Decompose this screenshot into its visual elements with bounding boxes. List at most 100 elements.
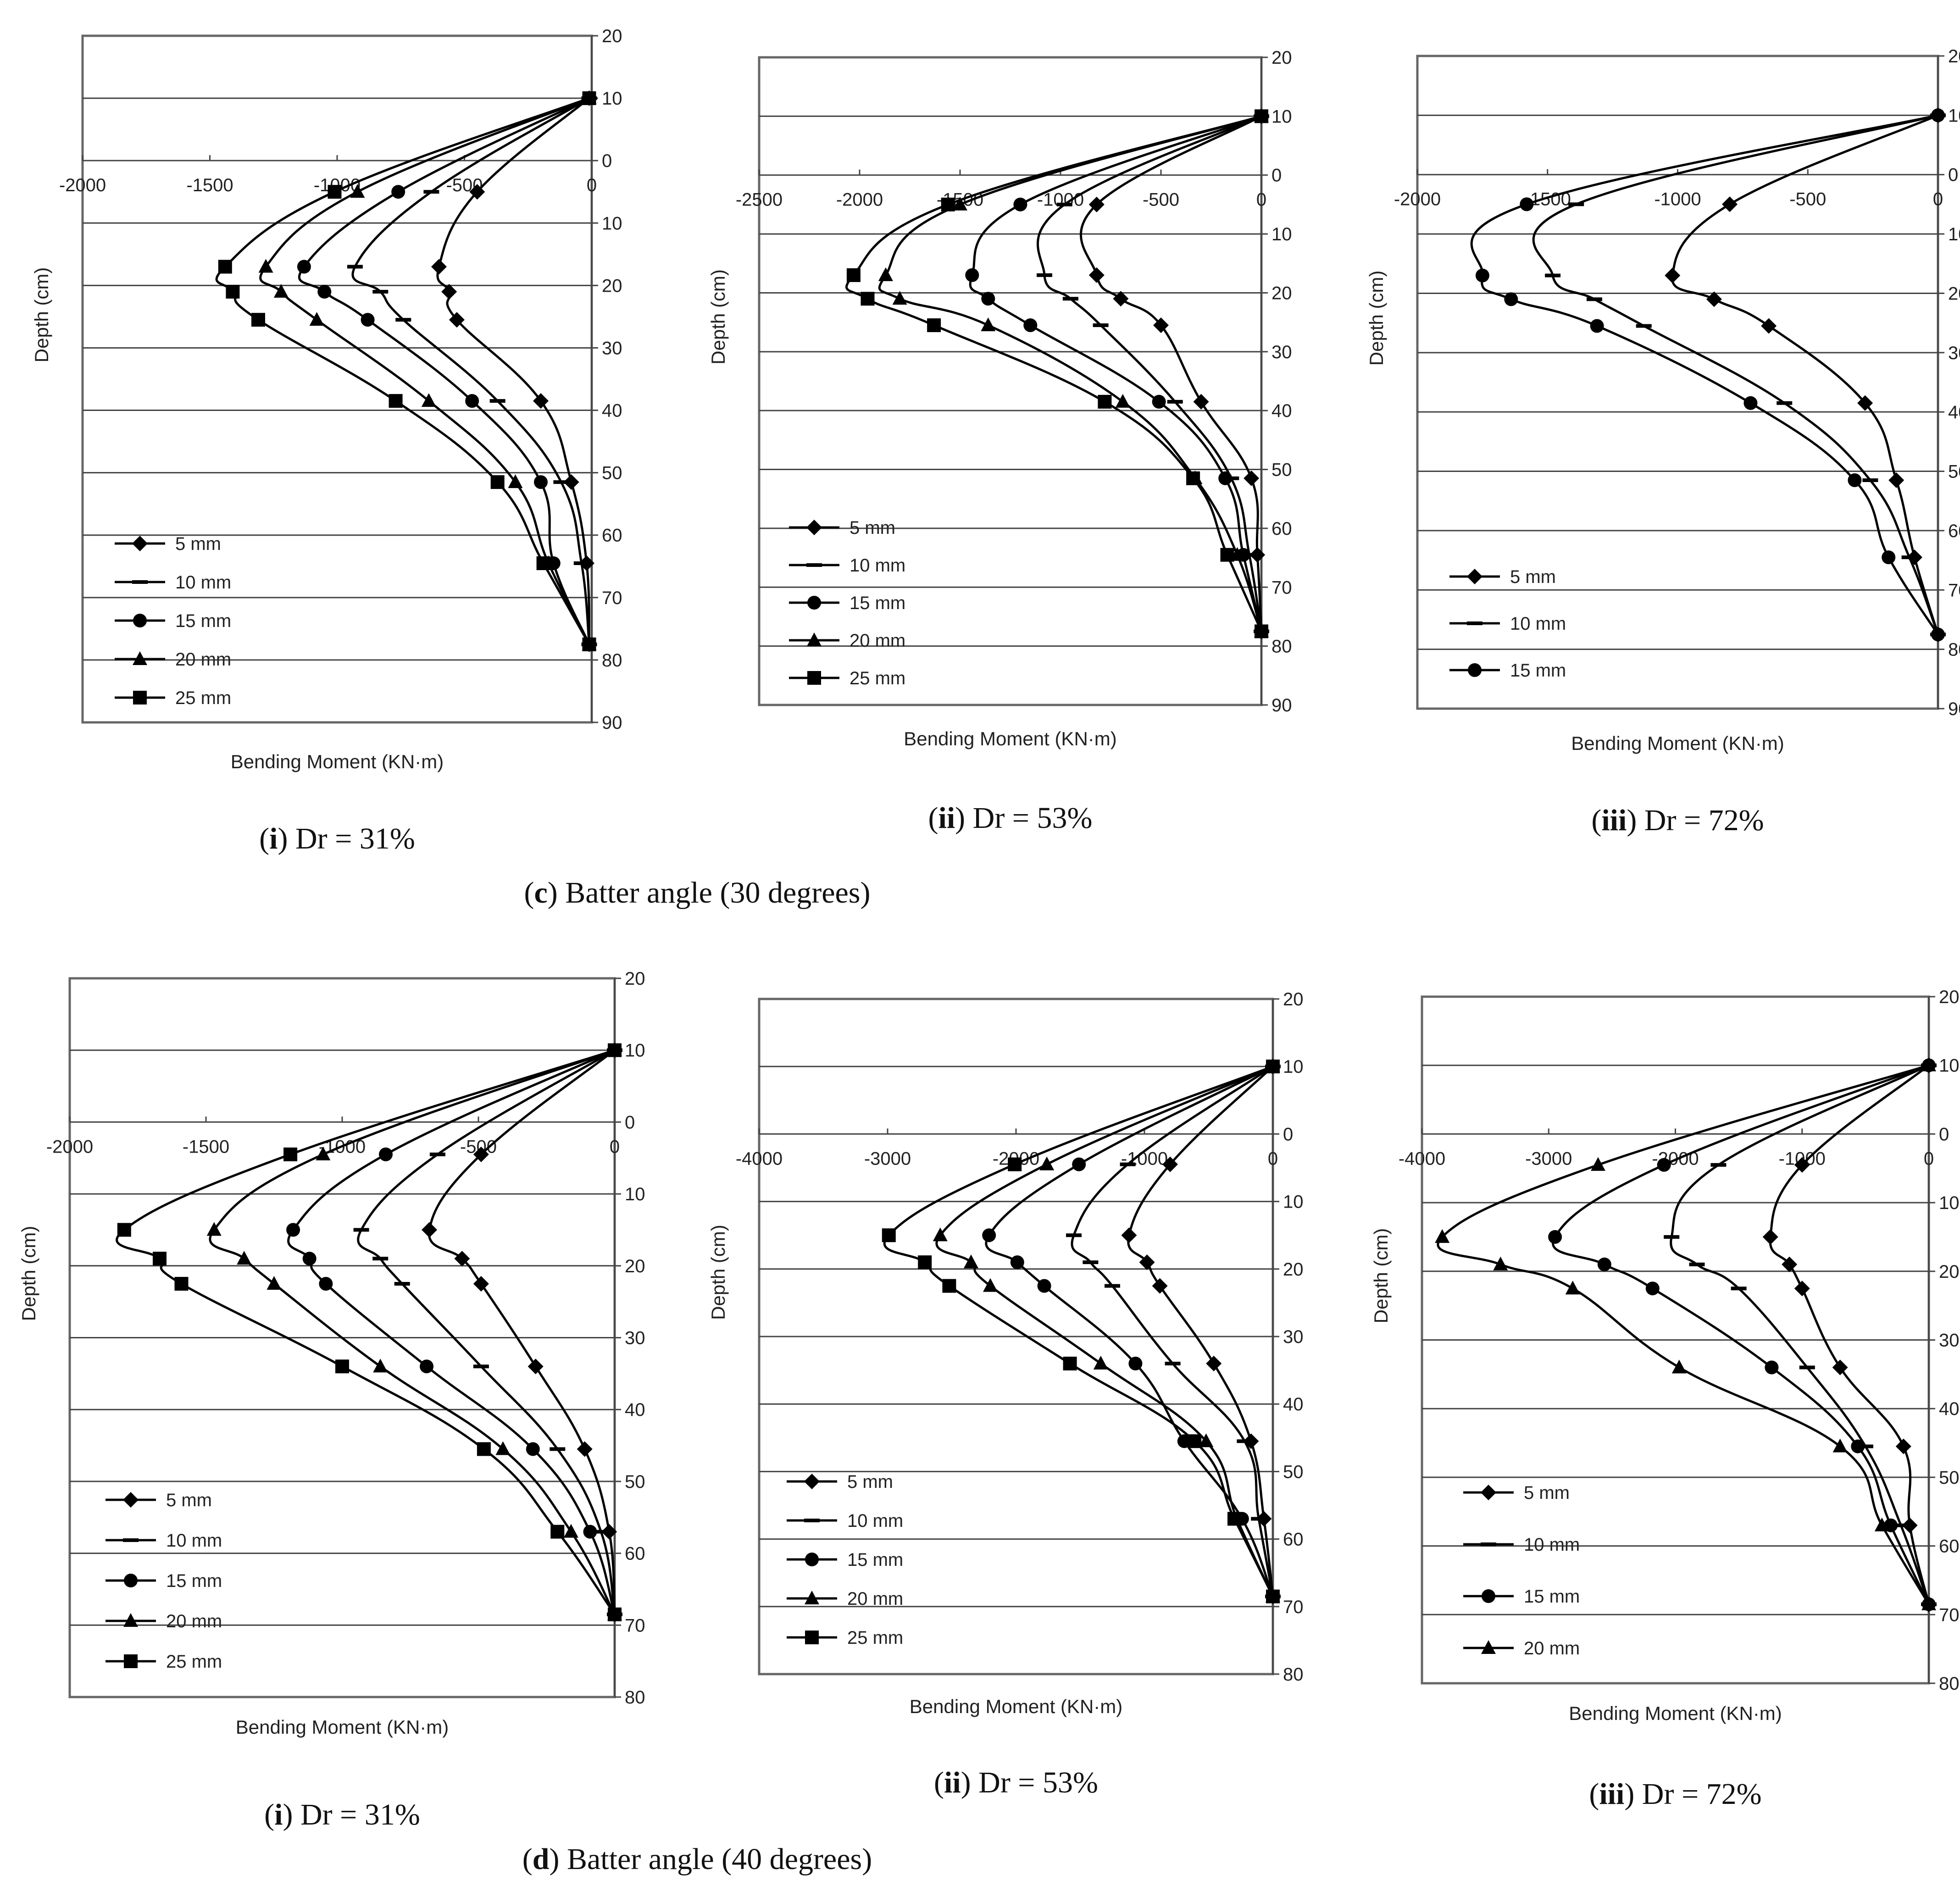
y-tick-label: 10 [1948, 224, 1960, 244]
x-tick-label: 0 [1933, 189, 1943, 210]
circle-marker [1851, 1439, 1865, 1453]
square-marker [550, 1525, 565, 1539]
legend-triangle-marker [123, 1613, 138, 1627]
y-tick-label: 60 [1272, 519, 1292, 539]
x-tick-label: 0 [587, 175, 597, 195]
legend-label: 15 mm [1510, 660, 1566, 681]
square-marker [117, 1223, 131, 1237]
legend-circle-marker [805, 1553, 819, 1566]
dash-marker [1777, 401, 1793, 405]
square-marker [1220, 548, 1234, 562]
dash-marker [1862, 478, 1878, 482]
y-tick-label: 50 [1948, 462, 1960, 482]
diamond-marker [449, 312, 465, 328]
square-marker [882, 1228, 896, 1243]
legend-diamond-marker [123, 1492, 139, 1508]
dash-marker [1037, 273, 1052, 277]
diamond-marker [1857, 395, 1873, 411]
triangle-marker [273, 284, 289, 298]
circle-marker [1743, 396, 1758, 410]
legend-diamond-marker [1481, 1485, 1496, 1500]
triangle-marker [933, 1227, 948, 1242]
subplot-caption-label: ii [938, 801, 955, 835]
circle-marker [1548, 1230, 1562, 1244]
plot-frame [758, 56, 1263, 706]
legend-label: 5 mm [1524, 1483, 1570, 1503]
legend-label: 10 mm [1524, 1535, 1580, 1555]
x-axis-label: Bending Moment (KN·m) [1569, 1703, 1782, 1724]
x-axis-label: Bending Moment (KN·m) [904, 728, 1116, 749]
diamond-marker [1888, 472, 1904, 488]
legend-circle-marker [124, 1574, 138, 1587]
y-tick-label: 40 [1272, 401, 1292, 421]
diamond-marker [441, 284, 457, 300]
dash-marker [1636, 324, 1652, 328]
legend-label: 15 mm [175, 611, 231, 631]
dash-marker [1056, 202, 1072, 206]
square-marker [477, 1442, 491, 1456]
dash-marker [1731, 1287, 1747, 1291]
square-marker [942, 1279, 956, 1293]
y-tick-label: 60 [625, 1544, 645, 1564]
x-tick-label: -2000 [59, 175, 106, 195]
square-marker [861, 292, 875, 306]
legend-label: 25 mm [847, 1628, 903, 1648]
subplot-caption: (i) Dr = 31% [264, 1798, 420, 1831]
legend-dash-marker [806, 563, 822, 567]
y-tick-label: 40 [625, 1400, 645, 1420]
circle-marker [981, 292, 995, 306]
dash-marker [489, 399, 505, 403]
plot-frame [1416, 55, 1939, 710]
y-tick-label: 20 [625, 1256, 645, 1276]
circle-marker [1765, 1360, 1779, 1375]
triangle-marker [350, 184, 365, 198]
y-tick-label: 20 [625, 969, 645, 989]
legend-diamond-marker [132, 536, 148, 551]
x-tick-label: -3000 [864, 1148, 911, 1169]
x-tick-label: 0 [1268, 1148, 1278, 1169]
y-tick-label: 30 [1283, 1327, 1304, 1347]
circle-marker [319, 1277, 333, 1291]
dash-marker [1893, 1523, 1909, 1527]
legend-circle-marker [807, 596, 821, 610]
x-tick-label: -2000 [1394, 189, 1441, 210]
square-marker [1008, 1157, 1022, 1171]
series-line [878, 115, 1263, 632]
circle-marker [1931, 108, 1945, 122]
triangle-marker [267, 1276, 282, 1290]
y-tick-label: 20 [1939, 1262, 1960, 1282]
y-tick-label: 30 [1939, 1331, 1960, 1351]
diamond-marker [1722, 196, 1738, 212]
square-marker [1266, 1589, 1280, 1603]
dash-marker [429, 1152, 445, 1156]
y-tick-label: 20 [1939, 987, 1960, 1007]
chart-c-ii: 20100102030405060708090-2500-2000-1500-1… [707, 48, 1292, 835]
square-marker [941, 197, 955, 211]
circle-marker [1218, 471, 1233, 485]
y-tick-label: 80 [625, 1687, 645, 1708]
y-tick-label: 20 [1272, 283, 1292, 303]
subplot-caption: (iii) Dr = 72% [1589, 1777, 1761, 1811]
x-tick-label: -4000 [736, 1148, 783, 1169]
triangle-marker [508, 474, 523, 488]
circle-marker [420, 1359, 434, 1374]
square-marker [846, 268, 861, 282]
square-marker [226, 285, 240, 299]
diamond-marker [563, 474, 579, 490]
y-tick-label: 20 [1272, 48, 1292, 68]
series-line [1470, 114, 1939, 635]
dash-marker [347, 265, 363, 269]
square-marker [608, 1607, 622, 1621]
diamond-marker [431, 259, 447, 275]
square-marker [283, 1147, 298, 1161]
series-line [935, 1065, 1274, 1597]
diamond-marker [454, 1251, 470, 1267]
triangle-marker [1874, 1517, 1889, 1531]
y-tick-label: 50 [1939, 1468, 1960, 1488]
legend-circle-marker [1468, 663, 1482, 677]
diamond-marker [1794, 1281, 1810, 1297]
legend-diamond-marker [806, 520, 822, 535]
square-marker [218, 260, 232, 274]
square-marker [927, 318, 941, 333]
legend-triangle-marker [1481, 1640, 1496, 1654]
